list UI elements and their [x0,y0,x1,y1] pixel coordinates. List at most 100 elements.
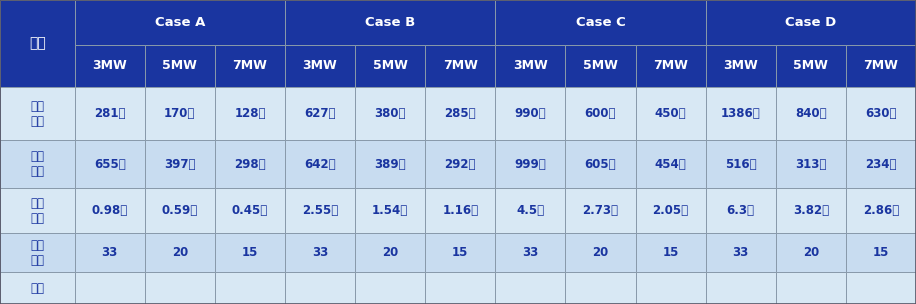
Bar [285,233,355,272]
Text: 5MW: 5MW [583,59,618,72]
Bar [425,45,496,87]
Text: 516억: 516억 [725,158,757,171]
Text: 170일: 170일 [164,107,195,120]
Text: 5MW: 5MW [373,59,408,72]
Text: 33: 33 [102,246,118,259]
Bar [145,140,215,188]
Text: 0.59년: 0.59년 [162,204,198,217]
Bar [705,45,776,87]
Bar [776,188,845,233]
Text: 33: 33 [733,246,749,259]
Text: 구분: 구분 [29,36,46,50]
Bar [705,0,916,45]
Text: 234억: 234억 [866,158,897,171]
Bar [285,87,355,140]
Bar [636,140,705,188]
Bar [636,87,705,140]
Bar [145,188,215,233]
Bar [355,272,425,304]
Bar [0,140,75,188]
Bar [845,87,916,140]
Text: 397억: 397억 [164,158,196,171]
Text: 15: 15 [453,246,468,259]
Bar [355,233,425,272]
Text: 20: 20 [802,246,819,259]
Bar [75,45,145,87]
Bar [355,45,425,87]
Bar [636,272,705,304]
Text: 2.86년: 2.86년 [863,204,900,217]
Bar [75,140,145,188]
Bar [0,0,75,87]
Bar [145,233,215,272]
Text: 20: 20 [593,246,608,259]
Bar [776,45,845,87]
Text: 0.45년: 0.45년 [232,204,268,217]
Bar [285,140,355,188]
Text: 7MW: 7MW [233,59,267,72]
Bar [636,188,705,233]
Bar [285,272,355,304]
Bar [75,188,145,233]
Text: 2.05년: 2.05년 [652,204,689,217]
Bar [565,233,636,272]
Bar [705,87,776,140]
Text: 33: 33 [312,246,328,259]
Bar [776,233,845,272]
Bar [496,140,565,188]
Bar [285,45,355,87]
Text: 298억: 298억 [234,158,266,171]
Bar [776,272,845,304]
Text: 990일: 990일 [515,107,546,120]
Bar [145,272,215,304]
Bar [425,188,496,233]
Text: 454억: 454억 [655,158,686,171]
Bar [0,188,75,233]
Text: 2.55년: 2.55년 [302,204,338,217]
Bar [776,140,845,188]
Text: 3MW: 3MW [93,59,127,72]
Text: 20: 20 [171,246,188,259]
Bar [355,87,425,140]
Text: 7MW: 7MW [864,59,899,72]
Bar [75,0,285,45]
Bar [845,272,916,304]
Bar [75,87,145,140]
Bar [0,87,75,140]
Text: 3MW: 3MW [302,59,337,72]
Text: Case D: Case D [785,16,836,29]
Bar [215,45,285,87]
Bar [565,45,636,87]
Bar [0,233,75,272]
Bar [565,87,636,140]
Text: 15: 15 [662,246,679,259]
Text: 840일: 840일 [795,107,826,120]
Bar [425,272,496,304]
Text: 2.73년: 2.73년 [583,204,618,217]
Bar [215,87,285,140]
Bar [705,140,776,188]
Text: 281일: 281일 [94,107,125,120]
Bar [496,0,705,45]
Text: 비고: 비고 [30,282,44,295]
Text: 292억: 292억 [444,158,476,171]
Text: 0.98년: 0.98년 [92,204,128,217]
Text: 4.5년: 4.5년 [517,204,544,217]
Bar [496,87,565,140]
Bar [496,188,565,233]
Bar [636,45,705,87]
Text: 6.3년: 6.3년 [726,204,755,217]
Bar [215,188,285,233]
Text: 7MW: 7MW [442,59,478,72]
Text: 3MW: 3MW [513,59,548,72]
Text: 642억: 642억 [304,158,336,171]
Bar [145,87,215,140]
Bar [496,45,565,87]
Text: 380일: 380일 [375,107,406,120]
Bar [636,233,705,272]
Text: 655억: 655억 [93,158,125,171]
Text: 33: 33 [522,246,539,259]
Bar [845,45,916,87]
Bar [75,272,145,304]
Bar [215,140,285,188]
